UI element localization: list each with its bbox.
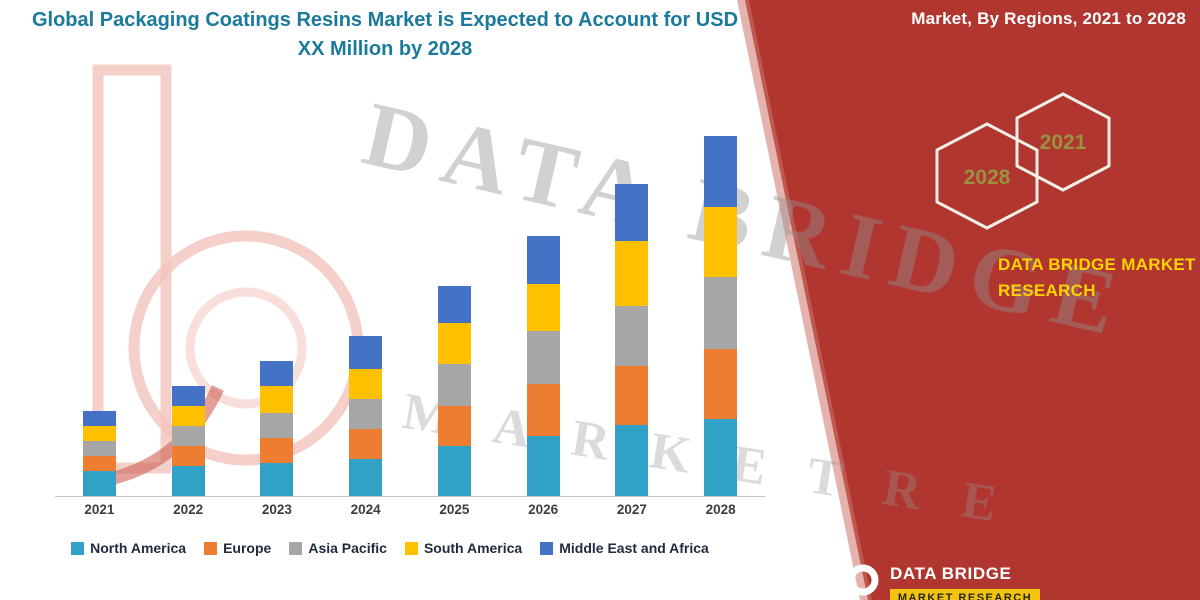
segment-asia-pacific-2021 bbox=[82, 441, 116, 456]
bar-column-2027 bbox=[588, 128, 677, 496]
segment-asia-pacific-2025 bbox=[437, 364, 471, 406]
chart-legend: North America Europe Asia Pacific South Ame… bbox=[15, 540, 765, 556]
legend-item-south-america: South America bbox=[404, 540, 523, 556]
legend-item-asia-pacific: Asia Pacific bbox=[289, 540, 387, 556]
legend-item-north-america: North America bbox=[71, 540, 186, 556]
legend-item-europe: Europe bbox=[204, 540, 271, 556]
brand-name-line2: RESEARCH bbox=[998, 281, 1096, 301]
stacked-bar-2025 bbox=[437, 286, 471, 496]
segment-middle-east-and-africa-2023 bbox=[260, 361, 294, 386]
segment-europe-2022 bbox=[171, 446, 205, 466]
segment-europe-2027 bbox=[615, 366, 649, 425]
x-axis-label-2027: 2027 bbox=[616, 502, 647, 517]
segment-north-america-2027 bbox=[615, 425, 649, 496]
segment-europe-2024 bbox=[349, 429, 383, 459]
segment-middle-east-and-africa-2025 bbox=[437, 286, 471, 323]
x-axis-label-2022: 2022 bbox=[173, 502, 204, 517]
segment-asia-pacific-2024 bbox=[349, 399, 383, 429]
segment-south-america-2028 bbox=[704, 207, 738, 277]
x-axis-labels: 2021 2022 2023 2024 2025 2026 2027 2028 bbox=[55, 502, 765, 517]
segment-asia-pacific-2027 bbox=[615, 306, 649, 366]
segment-asia-pacific-2023 bbox=[260, 413, 294, 438]
segment-asia-pacific-2026 bbox=[526, 331, 560, 384]
segment-asia-pacific-2028 bbox=[704, 277, 738, 349]
legend-swatch-asia-pacific bbox=[289, 541, 303, 555]
x-axis-label-2025: 2025 bbox=[439, 502, 470, 517]
segment-europe-2025 bbox=[437, 406, 471, 446]
brand-name-block: DATA BRIDGE MARKET RESEARCH bbox=[998, 252, 1196, 305]
bar-column-2025 bbox=[410, 128, 499, 496]
legend-label-south-america: South America bbox=[423, 540, 523, 556]
segment-north-america-2024 bbox=[349, 459, 383, 496]
hexagon-2028 bbox=[935, 122, 1039, 230]
stacked-bar-2022 bbox=[171, 386, 205, 496]
bar-column-2024 bbox=[321, 128, 410, 496]
segment-south-america-2021 bbox=[82, 426, 116, 441]
stacked-bar-2024 bbox=[349, 336, 383, 496]
segment-middle-east-and-africa-2028 bbox=[704, 136, 738, 207]
brand-name-line1: DATA BRIDGE MARKET bbox=[998, 255, 1196, 274]
stacked-bar-2021 bbox=[82, 411, 116, 496]
stacked-bar-2026 bbox=[526, 236, 560, 496]
segment-europe-2028 bbox=[704, 349, 738, 419]
segment-south-america-2027 bbox=[615, 241, 649, 306]
segment-north-america-2026 bbox=[526, 436, 560, 496]
stacked-bar-2028 bbox=[704, 136, 738, 496]
segment-asia-pacific-2022 bbox=[171, 426, 205, 446]
legend-swatch-middle-east-and-africa bbox=[540, 541, 554, 555]
x-axis-label-2021: 2021 bbox=[84, 502, 115, 517]
stacked-bar-2023 bbox=[260, 361, 294, 496]
segment-north-america-2025 bbox=[437, 446, 471, 496]
segment-middle-east-and-africa-2024 bbox=[349, 336, 383, 369]
segment-middle-east-and-africa-2027 bbox=[615, 184, 649, 241]
chart-plot-area bbox=[55, 128, 765, 497]
footer-logo-block: DATA BRIDGE bbox=[836, 551, 1012, 597]
bar-column-2026 bbox=[499, 128, 588, 496]
segment-north-america-2028 bbox=[704, 419, 738, 496]
segment-middle-east-and-africa-2021 bbox=[82, 411, 116, 426]
bar-column-2023 bbox=[233, 128, 322, 496]
chart-title: Global Packaging Coatings Resins Market … bbox=[31, 9, 739, 60]
stacked-bar-chart: 2021 2022 2023 2024 2025 2026 2027 2028 bbox=[55, 128, 765, 517]
segment-south-america-2025 bbox=[437, 323, 471, 364]
segment-north-america-2023 bbox=[260, 463, 294, 496]
segment-north-america-2021 bbox=[82, 471, 116, 496]
legend-label-middle-east-and-africa: Middle East and Africa bbox=[559, 540, 709, 556]
legend-swatch-south-america bbox=[404, 541, 418, 555]
segment-north-america-2022 bbox=[171, 466, 205, 496]
segment-south-america-2023 bbox=[260, 386, 294, 413]
segment-europe-2026 bbox=[526, 384, 560, 436]
segment-europe-2021 bbox=[82, 456, 116, 471]
stacked-bar-2027 bbox=[615, 184, 649, 496]
bar-column-2022 bbox=[144, 128, 233, 496]
hexagon-2021-label: 2021 bbox=[1040, 131, 1087, 154]
footer-logo-icon bbox=[841, 554, 879, 596]
hexagon-2028-label: 2028 bbox=[964, 166, 1011, 189]
segment-south-america-2024 bbox=[349, 369, 383, 399]
x-axis-label-2028: 2028 bbox=[705, 502, 736, 517]
x-axis-label-2023: 2023 bbox=[261, 502, 292, 517]
footer-logo-name: DATA BRIDGE bbox=[890, 564, 1012, 583]
x-axis-label-2026: 2026 bbox=[528, 502, 559, 517]
hexagon-2021 bbox=[1015, 92, 1111, 192]
segment-middle-east-and-africa-2022 bbox=[171, 386, 205, 406]
legend-swatch-north-america bbox=[71, 541, 85, 555]
segment-middle-east-and-africa-2026 bbox=[526, 236, 560, 284]
legend-label-north-america: North America bbox=[90, 540, 187, 556]
legend-swatch-europe bbox=[204, 541, 218, 555]
bar-column-2028 bbox=[676, 128, 765, 496]
segment-south-america-2026 bbox=[526, 284, 560, 331]
right-panel-caption: Market, By Regions, 2021 to 2028 bbox=[911, 9, 1186, 28]
bar-column-2021 bbox=[55, 128, 144, 496]
segment-europe-2023 bbox=[260, 438, 294, 463]
x-axis-label-2024: 2024 bbox=[350, 502, 381, 517]
legend-label-asia-pacific: Asia Pacific bbox=[308, 540, 387, 556]
legend-label-europe: Europe bbox=[223, 540, 272, 556]
footer-logo-banner: MARKET RESEARCH bbox=[890, 589, 1040, 600]
legend-item-middle-east-and-africa: Middle East and Africa bbox=[540, 540, 709, 556]
segment-south-america-2022 bbox=[171, 406, 205, 426]
year-hexagon-badges: 2028 2021 bbox=[935, 92, 1111, 230]
